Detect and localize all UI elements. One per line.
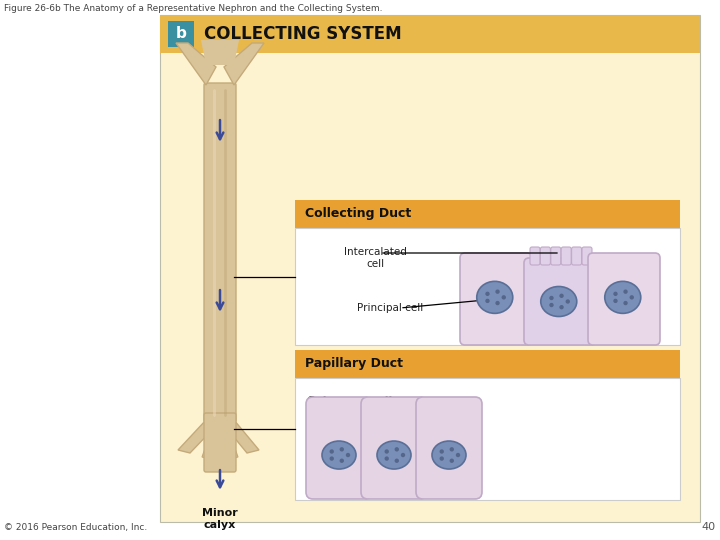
- FancyBboxPatch shape: [204, 83, 236, 422]
- Polygon shape: [202, 420, 222, 460]
- FancyBboxPatch shape: [295, 200, 680, 228]
- Text: Principal cell: Principal cell: [357, 303, 423, 313]
- Text: Collecting Duct: Collecting Duct: [305, 207, 411, 220]
- FancyBboxPatch shape: [168, 21, 194, 47]
- Polygon shape: [176, 43, 216, 85]
- Text: Figure 26-6b The Anatomy of a Representative Nephron and the Collecting System.: Figure 26-6b The Anatomy of a Representa…: [4, 4, 382, 13]
- FancyBboxPatch shape: [460, 253, 532, 345]
- Polygon shape: [224, 43, 264, 85]
- Circle shape: [395, 458, 399, 463]
- Circle shape: [566, 299, 570, 303]
- Text: 40: 40: [702, 522, 716, 532]
- Text: b: b: [176, 26, 186, 42]
- Text: Intercalated
cell: Intercalated cell: [343, 247, 406, 269]
- Ellipse shape: [477, 281, 513, 313]
- Circle shape: [401, 453, 405, 457]
- FancyBboxPatch shape: [588, 253, 660, 345]
- Circle shape: [629, 295, 634, 300]
- Circle shape: [485, 292, 490, 296]
- Circle shape: [495, 301, 500, 305]
- Ellipse shape: [605, 281, 641, 313]
- Circle shape: [384, 449, 389, 454]
- Circle shape: [559, 305, 564, 309]
- FancyBboxPatch shape: [295, 378, 680, 500]
- Text: © 2016 Pearson Education, Inc.: © 2016 Pearson Education, Inc.: [4, 523, 148, 532]
- Circle shape: [449, 458, 454, 463]
- FancyBboxPatch shape: [204, 413, 236, 472]
- Circle shape: [559, 294, 564, 298]
- Circle shape: [485, 299, 490, 303]
- Circle shape: [439, 449, 444, 454]
- Circle shape: [624, 301, 628, 305]
- Polygon shape: [228, 420, 259, 453]
- Circle shape: [384, 456, 389, 461]
- FancyBboxPatch shape: [551, 247, 561, 265]
- Polygon shape: [201, 40, 239, 65]
- Circle shape: [330, 449, 334, 454]
- FancyBboxPatch shape: [160, 15, 700, 53]
- FancyBboxPatch shape: [572, 247, 582, 265]
- FancyBboxPatch shape: [160, 15, 700, 522]
- Circle shape: [456, 453, 460, 457]
- Polygon shape: [178, 420, 212, 453]
- Circle shape: [330, 456, 334, 461]
- Circle shape: [502, 295, 506, 300]
- Text: COLLECTING SYSTEM: COLLECTING SYSTEM: [204, 25, 402, 43]
- Text: Columnar cells: Columnar cells: [307, 396, 399, 406]
- Circle shape: [340, 458, 344, 463]
- FancyBboxPatch shape: [295, 228, 680, 345]
- Circle shape: [395, 447, 399, 451]
- Circle shape: [613, 299, 618, 303]
- FancyBboxPatch shape: [582, 247, 592, 265]
- FancyBboxPatch shape: [561, 247, 571, 265]
- FancyBboxPatch shape: [306, 397, 372, 499]
- Ellipse shape: [541, 287, 577, 316]
- FancyBboxPatch shape: [530, 247, 540, 265]
- Circle shape: [346, 453, 350, 457]
- Polygon shape: [218, 420, 238, 460]
- Circle shape: [549, 303, 554, 307]
- Circle shape: [624, 289, 628, 294]
- FancyBboxPatch shape: [524, 258, 596, 345]
- Circle shape: [549, 296, 554, 300]
- FancyBboxPatch shape: [541, 247, 550, 265]
- FancyBboxPatch shape: [416, 397, 482, 499]
- Circle shape: [449, 447, 454, 451]
- Circle shape: [495, 289, 500, 294]
- Ellipse shape: [322, 441, 356, 469]
- Ellipse shape: [377, 441, 411, 469]
- Circle shape: [439, 456, 444, 461]
- FancyBboxPatch shape: [361, 397, 427, 499]
- Text: Papillary Duct: Papillary Duct: [305, 357, 403, 370]
- FancyBboxPatch shape: [295, 350, 680, 378]
- Ellipse shape: [432, 441, 466, 469]
- Circle shape: [613, 292, 618, 296]
- Text: Minor
calyx: Minor calyx: [202, 508, 238, 530]
- Circle shape: [340, 447, 344, 451]
